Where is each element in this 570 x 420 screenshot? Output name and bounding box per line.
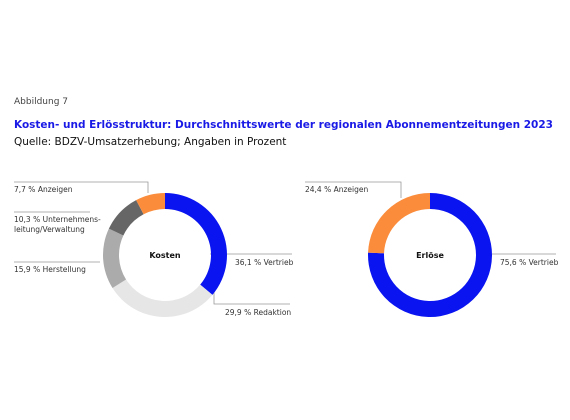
chart-title: Kosten- und Erlösstruktur: Durchschnitts… (14, 119, 553, 131)
category-label: Vertrieb (528, 258, 559, 267)
value-label: 7,7 % (14, 185, 36, 194)
category-label: Vertrieb (263, 258, 294, 267)
category-label: Anzeigen (333, 185, 369, 194)
data-label: 29,9 % Redaktion (225, 308, 291, 318)
donut-segment (165, 193, 228, 295)
data-label: 75,6 % Vertrieb (500, 258, 558, 268)
value-label: 15,9 % (14, 265, 41, 274)
data-label: 10,3 % Unternehmens-leitung/Verwaltung (14, 215, 106, 235)
center-label: Erlöse (416, 251, 444, 260)
value-label: 29,9 % (225, 308, 252, 317)
category-label: Herstellung (42, 265, 86, 274)
donut-segment (103, 228, 127, 289)
center-label: Kosten (149, 251, 181, 260)
category-label: Anzeigen (37, 185, 73, 194)
leader-line (14, 181, 149, 193)
source: Quelle: BDZV-Umsatzerhebung; Angaben in … (14, 136, 287, 148)
donut-segment (112, 279, 213, 318)
value-label: 75,6 % (500, 258, 527, 267)
leader-line (213, 292, 290, 305)
value-label: 36,1 % (235, 258, 262, 267)
data-label: 7,7 % Anzeigen (14, 185, 73, 195)
figure-label: Abbildung 7 (14, 97, 69, 107)
donut-segment (108, 200, 144, 236)
data-label: 24,4 % Anzeigen (305, 185, 368, 195)
value-label: 10,3 % (14, 215, 41, 224)
donut-segment (136, 193, 165, 215)
leader-line (305, 181, 402, 198)
category-label: Unternehmens-leitung/Verwaltung (14, 215, 101, 234)
data-label: 15,9 % Herstellung (14, 265, 86, 275)
donut-segment (368, 193, 430, 254)
value-label: 24,4 % (305, 185, 332, 194)
data-label: 36,1 % Vertrieb (235, 258, 293, 268)
category-label: Redaktion (253, 308, 292, 317)
